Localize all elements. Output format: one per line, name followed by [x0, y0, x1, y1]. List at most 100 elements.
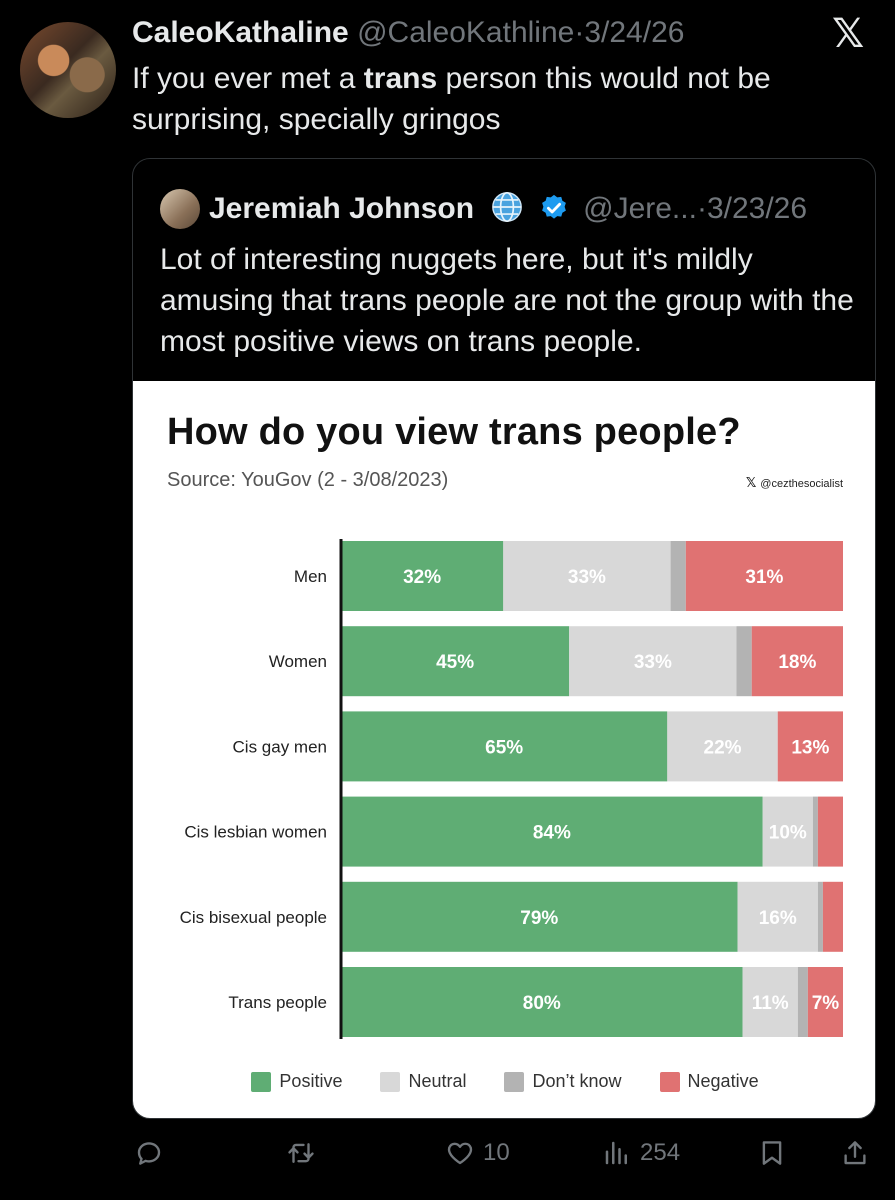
bar-segment-3 [685, 541, 843, 611]
quote-author-handle: @Jere... [583, 192, 697, 225]
legend-swatch [659, 1071, 680, 1092]
bar-segment-0 [341, 881, 738, 952]
legend-item: Neutral [380, 1071, 466, 1092]
heart-icon [447, 1142, 473, 1165]
data-label: 33% [568, 567, 606, 588]
tweet-date[interactable]: 3/24/26 [584, 16, 685, 49]
bar-segment-3 [751, 626, 843, 697]
category-label: Women [269, 652, 327, 671]
retweet-icon [288, 1143, 314, 1163]
category-label: Cis lesbian women [184, 823, 327, 842]
quote-author-name: Jeremiah Johnson [209, 192, 475, 225]
bar-segment-1 [762, 796, 813, 867]
legend-label: Don’t know [532, 1071, 622, 1091]
data-label: 16% [759, 908, 797, 929]
legend-label: Neutral [408, 1071, 467, 1091]
retweet-button[interactable] [286, 1138, 324, 1168]
separator: · [574, 16, 585, 49]
tweet-text-part: If you ever met a [132, 62, 364, 95]
data-label: 31% [745, 567, 783, 588]
quote-date: 3/23/26 [706, 192, 808, 225]
bar-segment-1 [737, 881, 818, 952]
data-label: 18% [778, 652, 816, 673]
category-label: Trans people [228, 993, 327, 1012]
bar-segment-0 [341, 626, 570, 697]
share-icon [844, 1141, 866, 1165]
quote-author-avatar [160, 189, 200, 229]
legend-swatch [251, 1071, 272, 1092]
bar-segment-3 [822, 881, 843, 952]
data-label: 22% [704, 737, 742, 758]
category-label: Cis bisexual people [180, 908, 327, 927]
chart-credit-handle: @cezthesocialist [760, 478, 843, 490]
bar-segment-1 [667, 711, 778, 782]
stacked-bar-chart: Men 32% 33% 31% Women 45% 33% 18% Cis gay men 65%… [180, 539, 843, 1039]
data-label: 7% [812, 993, 840, 1014]
data-label: 13% [791, 737, 829, 758]
tweet-text-bold: trans [363, 62, 438, 95]
legend-swatch [380, 1071, 401, 1092]
bar-segment-1 [742, 967, 798, 1037]
category-label: Cis gay men [233, 737, 327, 756]
data-label: 10% [769, 823, 807, 844]
author-name[interactable]: CaleoKathaline [132, 16, 349, 49]
x-logo-icon[interactable]: 𝕏 [832, 11, 865, 57]
chart-source: Source: YouGov (2 - 3/08/2023) [167, 469, 449, 491]
chart-image[interactable]: How do you view trans people? Source: Yo… [133, 381, 875, 1118]
data-label: 33% [634, 652, 672, 673]
bar-segment-3 [777, 711, 843, 782]
bar-segment-1 [569, 626, 737, 697]
bar-segment-0 [341, 967, 743, 1037]
tweet-text: If you ever met a trans person this woul… [132, 58, 852, 140]
tweet-text-part: person this would not be surprising, spe… [132, 62, 771, 136]
bar-segment-2 [812, 796, 818, 867]
legend-label: Negative [687, 1071, 759, 1091]
reply-icon [137, 1142, 161, 1165]
views-icon [605, 1141, 627, 1165]
data-label: 65% [485, 737, 523, 758]
like-button[interactable]: 10 [445, 1138, 510, 1168]
bookmark-icon [762, 1141, 782, 1165]
legend-item: Positive [251, 1071, 342, 1092]
views-count: 254 [640, 1139, 681, 1166]
category-label: Men [294, 567, 327, 586]
chart-title: How do you view trans people? [167, 411, 741, 453]
bar-segment-2 [817, 881, 823, 952]
data-label: 84% [533, 823, 571, 844]
bar-segment-3 [807, 967, 843, 1037]
legend-item: Negative [659, 1071, 759, 1092]
chart-credit: 𝕏 @cezthesocialist [746, 475, 843, 491]
author-handle[interactable]: @CaleoKathline [357, 16, 575, 49]
bookmark-button[interactable] [757, 1138, 787, 1168]
x-small-icon: 𝕏 [745, 475, 757, 490]
bar-segment-0 [341, 711, 668, 782]
data-label: 80% [523, 993, 561, 1014]
views-button[interactable]: 254 [602, 1138, 680, 1168]
author-avatar[interactable] [20, 22, 116, 118]
quote-header: Jeremiah Johnson @Jere...·3/23/26 [209, 189, 807, 229]
globe-icon [492, 191, 523, 223]
data-label: 32% [403, 567, 441, 588]
bar-segment-1 [503, 541, 671, 611]
chart-legend: Positive Neutral Don’t know Negative [133, 1071, 875, 1092]
verified-badge-icon [541, 194, 566, 219]
tweet-actions: 10 254 [0, 1130, 895, 1180]
tweet-header: CaleoKathaline @CaleoKathline·3/24/26 [132, 14, 684, 52]
like-count: 10 [483, 1139, 510, 1166]
share-button[interactable] [840, 1138, 870, 1168]
bar-segment-0 [341, 796, 763, 867]
bar-segment-2 [736, 626, 752, 697]
bar-segment-0 [341, 541, 504, 611]
legend-item: Don’t know [504, 1071, 622, 1092]
data-label: 11% [752, 993, 789, 1014]
bar-segment-2 [670, 541, 686, 611]
quoted-tweet[interactable]: Jeremiah Johnson @Jere...·3/23/26 Lot of… [132, 158, 876, 1119]
bar-segment-2 [797, 967, 808, 1037]
bar-segment-3 [817, 796, 843, 867]
reply-button[interactable] [134, 1138, 172, 1168]
legend-swatch [504, 1071, 525, 1092]
data-label: 45% [436, 652, 474, 673]
separator: · [696, 192, 707, 225]
legend-label: Positive [279, 1071, 343, 1091]
data-label: 79% [520, 908, 558, 929]
